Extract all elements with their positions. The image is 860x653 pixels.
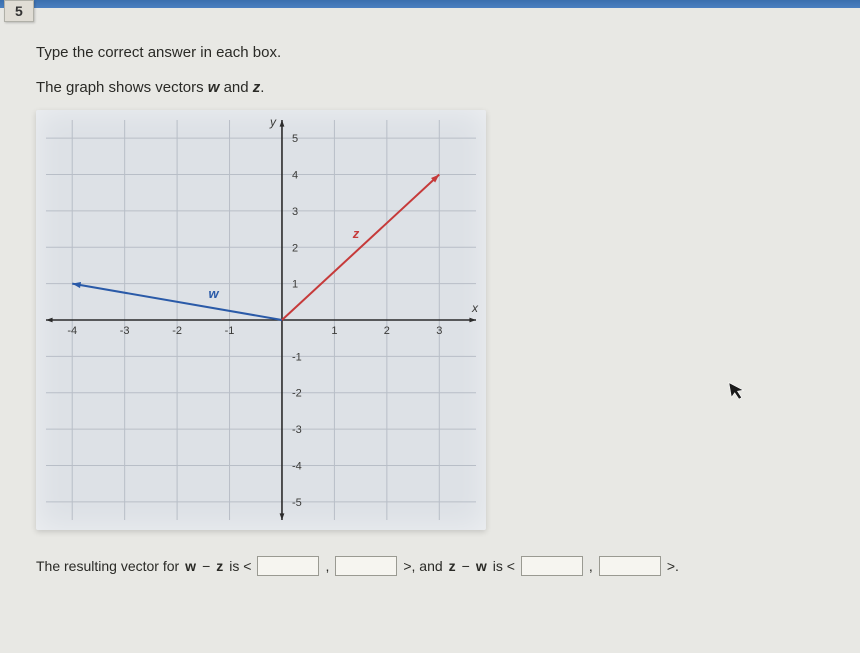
prompt-pre: The graph shows vectors [36,79,208,96]
answer-close2: >. [667,558,679,574]
answer-expr2-b: w [476,558,487,574]
prompt-text: The graph shows vectors w and z. [36,79,824,96]
vector-graph: -4 -3 -2 -1 1 2 3 -5 -4 -3 -2 -1 1 2 3 4 5 x y w z [36,110,486,530]
answer-input-1[interactable] [257,556,319,576]
svg-text:1: 1 [292,279,298,291]
answer-sep1: , [325,558,329,574]
answer-mid2: is < [493,558,515,574]
answer-row: The resulting vector for w − z is < , >,… [36,556,824,576]
answer-expr2-op: − [462,558,470,574]
answer-expr1-a: w [185,558,196,574]
question-number-tab: 5 [4,0,34,22]
prompt-end: . [260,79,264,96]
svg-text:-3: -3 [292,424,302,436]
answer-pre1: The resulting vector for [36,558,179,574]
answer-mid1: is < [229,558,251,574]
graph-svg: -4 -3 -2 -1 1 2 3 -5 -4 -3 -2 -1 1 2 3 4 5 x y w z [36,110,486,530]
svg-text:-3: -3 [120,325,130,337]
answer-input-2[interactable] [335,556,397,576]
svg-text:w: w [209,286,220,301]
svg-text:-1: -1 [225,325,235,337]
top-accent-bar [0,0,860,8]
svg-text:z: z [352,226,360,241]
svg-text:-2: -2 [292,388,302,400]
svg-text:-4: -4 [67,325,77,337]
svg-text:3: 3 [436,325,442,337]
prompt-mid: and [219,79,252,96]
answer-sep2: , [589,558,593,574]
svg-text:-1: -1 [292,351,302,363]
instruction-text: Type the correct answer in each box. [36,44,824,61]
svg-text:-2: -2 [172,325,182,337]
prompt-var-w: w [208,79,220,96]
answer-input-3[interactable] [521,556,583,576]
svg-text:y: y [269,115,277,129]
answer-expr1-b: z [216,558,223,574]
svg-text:x: x [471,301,479,315]
svg-text:3: 3 [292,206,298,218]
svg-text:-4: -4 [292,460,302,472]
svg-text:5: 5 [292,133,298,145]
svg-text:1: 1 [331,325,337,337]
svg-text:-5: -5 [292,497,302,509]
svg-text:2: 2 [384,325,390,337]
answer-close1: >, and [403,558,442,574]
question-content: Type the correct answer in each box. The… [0,8,860,586]
svg-text:4: 4 [292,170,298,182]
svg-text:2: 2 [292,242,298,254]
answer-expr1-op: − [202,558,210,574]
answer-input-4[interactable] [599,556,661,576]
answer-expr2-a: z [449,558,456,574]
